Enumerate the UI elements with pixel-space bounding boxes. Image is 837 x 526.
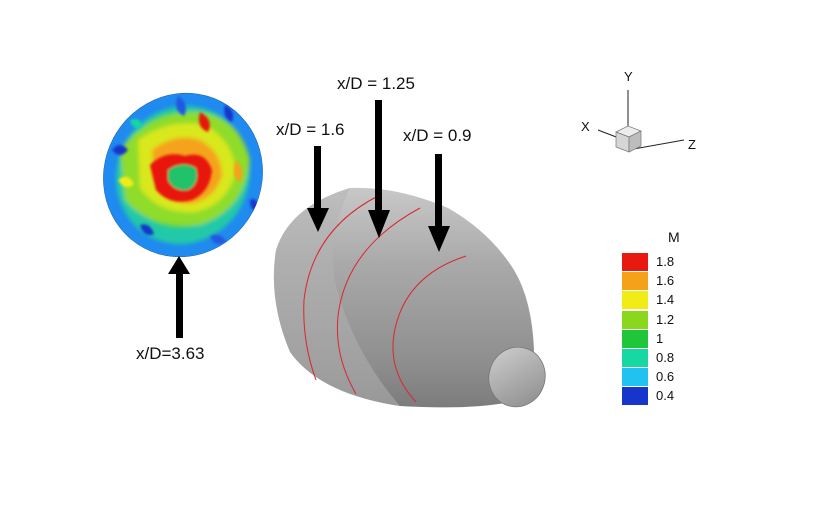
nozzle-exit — [488, 346, 546, 408]
arrow-inlet-station — [168, 256, 190, 338]
legend-swatch — [622, 329, 648, 348]
label-station-a: x/D = 1.6 — [276, 120, 345, 139]
legend-swatch — [622, 349, 648, 367]
arrow-station-c — [428, 154, 450, 252]
section-ring-station-a — [303, 195, 379, 381]
legend-tick-label: 1 — [656, 330, 664, 346]
legend-tick-label: 1.6 — [656, 273, 675, 289]
label-station-b: x/D = 1.25 — [337, 74, 415, 93]
axis-triad — [597, 90, 685, 153]
legend-tick-label: 0.6 — [656, 369, 675, 385]
legend-swatch — [622, 368, 648, 387]
arrow-station-a — [307, 146, 329, 232]
legend-tick-label: 1.2 — [656, 311, 675, 327]
label-station-c: x/D = 0.9 — [403, 126, 472, 145]
axis-x-label: X — [581, 119, 590, 134]
legend-tick-label: 0.4 — [656, 388, 675, 404]
legend-tick-label: 0.8 — [656, 350, 675, 365]
axis-y-label: Y — [624, 69, 633, 84]
mach-contour-disk — [102, 92, 264, 258]
nozzle-body — [273, 187, 534, 408]
legend-title: M — [668, 229, 680, 245]
legend-tick-label: 1.4 — [656, 292, 675, 308]
legend-swatch — [622, 387, 648, 406]
legend-swatch — [622, 291, 648, 310]
section-rings — [303, 195, 467, 403]
legend-swatch — [622, 310, 648, 329]
legend-swatch — [622, 272, 648, 291]
legend-tick-label: 1.8 — [656, 254, 675, 269]
triad-cube — [615, 125, 642, 153]
section-ring-station-c — [392, 255, 467, 403]
axis-z-label: Z — [688, 137, 696, 152]
section-ring-station-b — [336, 207, 421, 395]
label-inlet-station: x/D=3.63 — [136, 344, 205, 363]
color-legend: M 1.8 1.6 1.4 1.2 1 0.8 0.6 0.4 — [622, 229, 692, 419]
legend-swatch — [622, 253, 648, 271]
arrow-station-b — [368, 100, 390, 238]
